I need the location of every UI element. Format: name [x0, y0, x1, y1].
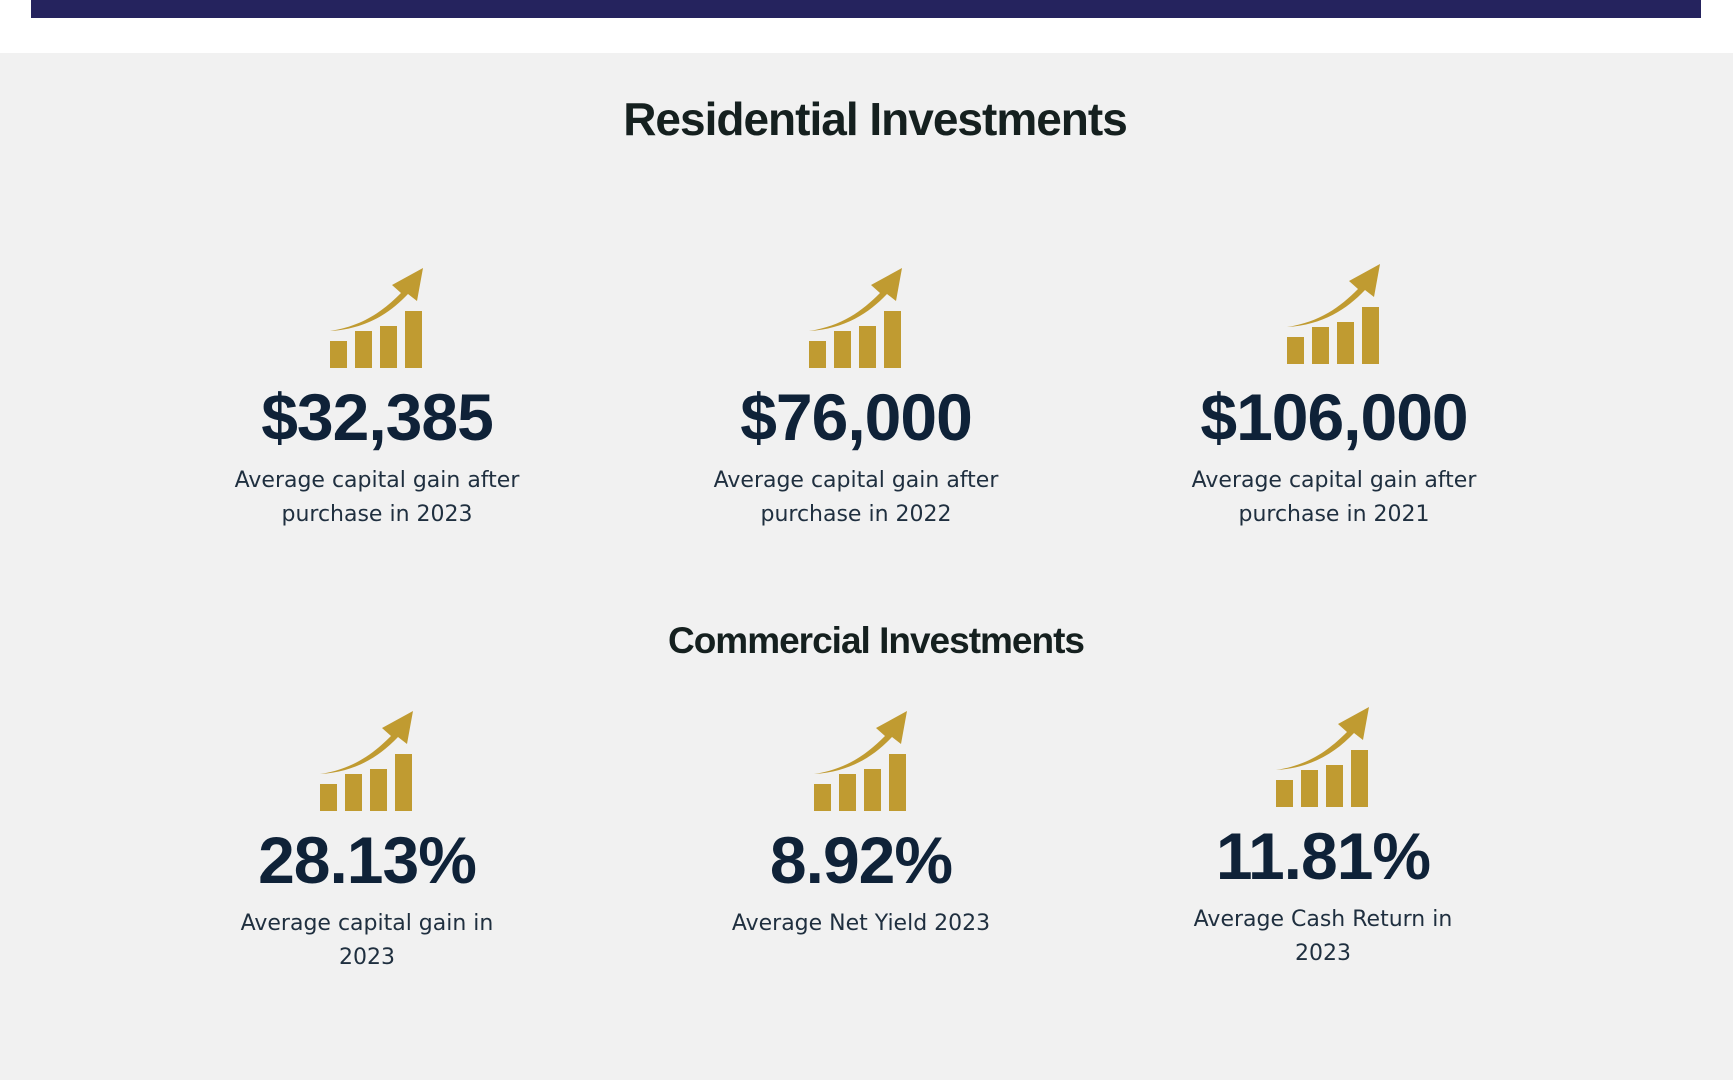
growth-chart-icon: [809, 268, 902, 368]
growth-chart-icon: [814, 711, 907, 811]
stat-caption: Average capital gain in 2023: [240, 911, 494, 970]
residential-heading: Residential Investments: [623, 93, 1128, 145]
stat-caption: Average Cash Return in 2023: [1193, 907, 1453, 966]
stat-value: 28.13%: [258, 823, 477, 897]
commercial-stat-capital-gain: 28.13% Average capital gain in 2023: [157, 711, 577, 975]
residential-stat-2021: $106,000 Average capital gain after purc…: [1124, 264, 1544, 532]
stat-caption: Average capital gain after purchase in 2…: [713, 468, 999, 527]
commercial-stat-cash-return: 11.81% Average Cash Return in 2023: [1113, 707, 1533, 971]
investments-section: [0, 53, 1733, 1080]
growth-chart-icon: [1276, 707, 1369, 807]
stat-value: 11.81%: [1215, 819, 1431, 893]
growth-chart-icon: [330, 268, 423, 368]
stat-value: 8.92%: [769, 823, 953, 897]
stat-caption: Average Net Yield 2023: [731, 911, 991, 936]
growth-chart-icon: [320, 711, 413, 811]
growth-chart-icon: [1287, 264, 1380, 364]
stat-caption: Average capital gain after purchase in 2…: [234, 468, 520, 527]
residential-stat-2022: $76,000 Average capital gain after purch…: [646, 268, 1066, 532]
header-bar: [31, 0, 1701, 18]
stat-caption: Average capital gain after purchase in 2…: [1191, 468, 1477, 527]
commercial-stat-net-yield: 8.92% Average Net Yield 2023: [651, 711, 1071, 941]
residential-stat-2023: $32,385 Average capital gain after purch…: [167, 268, 587, 532]
stat-value: $76,000: [740, 380, 973, 454]
commercial-heading: Commercial Investments: [667, 620, 1085, 661]
stat-value: $106,000: [1200, 380, 1468, 454]
stat-value: $32,385: [261, 380, 494, 454]
